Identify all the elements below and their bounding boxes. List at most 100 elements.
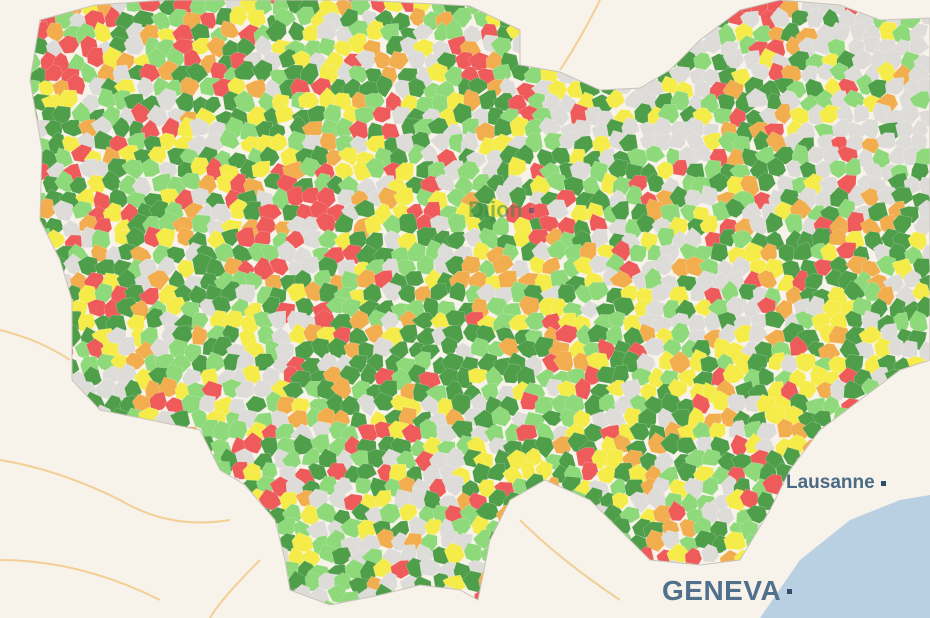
municipality-cell[interactable] <box>821 395 841 416</box>
municipality-cell[interactable] <box>219 129 240 150</box>
municipality-cell[interactable] <box>376 74 393 98</box>
municipality-cell[interactable] <box>395 132 417 154</box>
municipality-cell[interactable] <box>347 32 368 54</box>
municipality-cell[interactable] <box>524 312 548 331</box>
municipality-cell[interactable] <box>191 323 209 346</box>
municipality-cell[interactable] <box>701 34 722 54</box>
municipality-cell[interactable] <box>423 518 443 536</box>
municipality-cell[interactable] <box>155 88 179 112</box>
municipality-cell[interactable] <box>136 76 156 98</box>
municipality-cell[interactable] <box>302 229 323 249</box>
municipality-cell[interactable] <box>847 184 869 207</box>
municipality-cell[interactable] <box>473 184 497 205</box>
municipality-cell[interactable] <box>605 379 628 397</box>
municipality-cell[interactable] <box>234 380 256 399</box>
city-label-dijon[interactable]: Dijon <box>468 197 534 223</box>
municipality-cell[interactable] <box>645 145 666 163</box>
municipality-cell[interactable] <box>373 51 394 70</box>
municipality-cell[interactable] <box>668 129 686 150</box>
municipality-cell[interactable] <box>419 556 443 577</box>
municipality-cell[interactable] <box>667 378 688 398</box>
municipality-cell[interactable] <box>251 59 273 82</box>
municipality-cell[interactable] <box>765 211 784 234</box>
municipality-cell[interactable] <box>325 148 342 167</box>
municipality-cell[interactable] <box>899 102 920 124</box>
municipality-cell[interactable] <box>742 395 762 413</box>
municipality-cell[interactable] <box>475 501 500 521</box>
municipality-cell[interactable] <box>776 418 796 438</box>
municipality-cell[interactable] <box>57 35 80 54</box>
municipality-cell[interactable] <box>612 296 636 317</box>
municipality-cell[interactable] <box>449 281 467 303</box>
municipality-cell[interactable] <box>624 90 645 109</box>
municipality-cell[interactable] <box>269 132 288 152</box>
municipality-cell[interactable] <box>787 0 810 3</box>
municipality-cell[interactable] <box>796 186 818 209</box>
municipality-cell[interactable] <box>259 436 279 458</box>
municipality-cell[interactable] <box>579 300 601 319</box>
municipality-cell[interactable] <box>508 156 527 177</box>
municipality-cell[interactable] <box>646 173 666 193</box>
municipality-cell[interactable] <box>327 489 350 511</box>
municipality-cell[interactable] <box>487 197 510 218</box>
municipality-cell[interactable] <box>487 462 506 482</box>
municipality-cell[interactable] <box>412 23 434 40</box>
municipality-cell[interactable] <box>307 462 328 481</box>
municipality-cell[interactable] <box>123 34 145 56</box>
municipality-cell[interactable] <box>916 295 930 318</box>
municipality-cell[interactable] <box>147 146 167 164</box>
municipality-cell[interactable] <box>722 363 746 384</box>
municipality-cell[interactable] <box>546 199 569 220</box>
municipality-cell[interactable] <box>835 241 857 259</box>
municipality-cell[interactable] <box>383 0 405 13</box>
municipality-cell[interactable] <box>44 64 64 82</box>
municipality-cell[interactable] <box>806 8 825 28</box>
municipality-cell[interactable] <box>875 132 897 149</box>
municipality-cell[interactable] <box>887 145 908 165</box>
municipality-cell[interactable] <box>558 129 580 150</box>
municipality-cell[interactable] <box>774 103 792 125</box>
municipality-cell[interactable] <box>117 243 137 261</box>
municipality-cell[interactable] <box>573 409 591 428</box>
municipality-cell[interactable] <box>722 48 745 71</box>
municipality-cell[interactable] <box>628 244 647 263</box>
municipality-cell[interactable] <box>858 325 883 345</box>
municipality-cell[interactable] <box>242 431 264 454</box>
municipality-cell[interactable] <box>450 393 471 415</box>
municipality-cell[interactable] <box>555 324 580 344</box>
municipality-cell[interactable] <box>670 322 691 344</box>
municipality-cell[interactable] <box>719 228 737 248</box>
municipality-cell[interactable] <box>651 283 674 302</box>
municipality-cell[interactable] <box>884 77 905 96</box>
municipality-cell[interactable] <box>669 185 690 208</box>
municipality-cell[interactable] <box>206 351 228 372</box>
municipality-cell[interactable] <box>588 255 612 274</box>
municipality-cell[interactable] <box>145 307 166 330</box>
municipality-cell[interactable] <box>199 12 217 29</box>
municipality-cell[interactable] <box>745 87 770 108</box>
municipality-cell[interactable] <box>581 461 599 482</box>
municipality-cell[interactable] <box>426 62 449 83</box>
municipality-cell[interactable] <box>815 62 838 81</box>
city-label-lausanne[interactable]: Lausanne <box>786 472 886 494</box>
municipality-cell[interactable] <box>204 96 222 114</box>
municipality-cell[interactable] <box>918 176 930 197</box>
municipality-cell[interactable] <box>764 310 786 329</box>
municipality-cell[interactable] <box>723 531 747 551</box>
municipality-cell[interactable] <box>475 282 499 302</box>
municipality-cell[interactable] <box>220 228 241 247</box>
municipality-cell[interactable] <box>189 117 210 137</box>
municipality-cell[interactable] <box>583 423 606 443</box>
municipality-cell[interactable] <box>408 515 428 536</box>
municipality-cell[interactable] <box>701 448 723 467</box>
municipality-cell[interactable] <box>441 474 466 497</box>
municipality-cell[interactable] <box>398 323 419 344</box>
municipality-cell[interactable] <box>818 104 841 124</box>
municipality-cell[interactable] <box>488 488 508 507</box>
municipality-cell[interactable] <box>653 133 672 151</box>
municipality-cell[interactable] <box>379 503 401 524</box>
municipality-cell[interactable] <box>191 214 213 234</box>
city-label-geneva[interactable]: GENEVA <box>662 575 793 607</box>
municipality-cell[interactable] <box>654 255 675 276</box>
municipality-cell[interactable] <box>683 226 702 248</box>
